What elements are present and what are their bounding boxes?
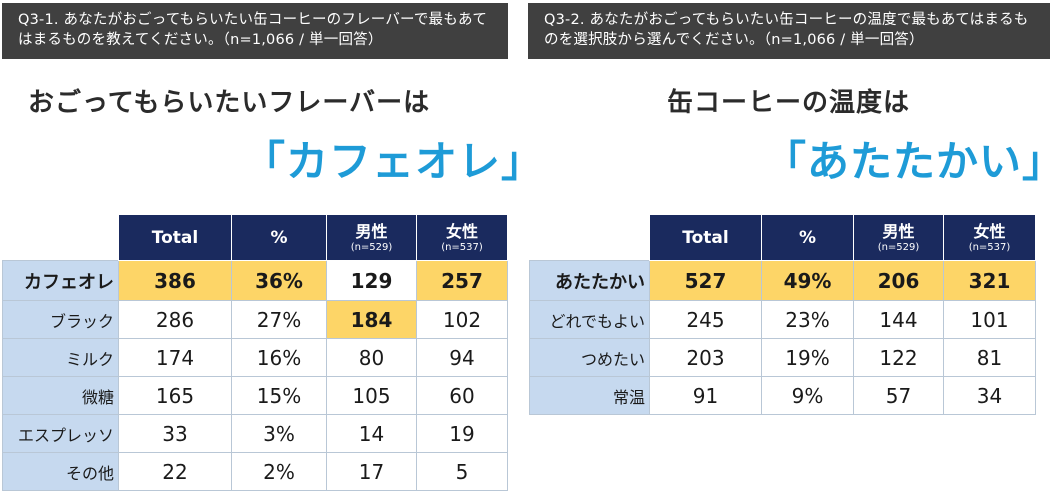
header-total: Total bbox=[118, 214, 232, 261]
header-percent: % bbox=[231, 214, 327, 261]
header-blank bbox=[3, 215, 119, 261]
cell-total: 165 bbox=[118, 376, 232, 415]
header-total: Total bbox=[649, 214, 762, 261]
cell-total: 174 bbox=[118, 338, 232, 377]
cell-percent: 15% bbox=[231, 376, 327, 415]
temperature-headline: 缶コーヒーの温度は bbox=[667, 88, 911, 118]
flavor-table: Total % 男性 (n=529) 女性 (n=537) カフェオレ 386 … bbox=[2, 214, 508, 491]
cell-total: 386 bbox=[118, 260, 232, 301]
cell-female: 101 bbox=[943, 300, 1036, 339]
cell-percent: 2% bbox=[231, 452, 327, 491]
cell-total: 22 bbox=[118, 452, 232, 491]
cell-male: 144 bbox=[853, 300, 944, 339]
header-percent: % bbox=[761, 214, 854, 261]
cell-female: 60 bbox=[416, 376, 508, 415]
header-female-label: 女性 bbox=[445, 221, 478, 241]
cell-male: 129 bbox=[326, 260, 417, 301]
header-male-n: (n=529) bbox=[877, 241, 920, 253]
row-label: ミルク bbox=[2, 338, 119, 377]
header-male-label: 男性 bbox=[882, 221, 915, 241]
row-label: カフェオレ bbox=[2, 260, 119, 301]
table-row: ブラック 286 27% 184 102 bbox=[2, 300, 508, 339]
cell-percent: 16% bbox=[231, 338, 327, 377]
row-label: 常温 bbox=[529, 376, 650, 415]
cell-percent: 19% bbox=[761, 338, 854, 377]
cell-male: 122 bbox=[853, 338, 944, 377]
header-male: 男性 (n=529) bbox=[853, 214, 944, 261]
question-1-box: Q3-1. あなたがおごってもらいたい缶コーヒーのフレーバーで最もあてはまるもの… bbox=[2, 3, 508, 59]
row-label: つめたい bbox=[529, 338, 650, 377]
table-row: あたたかい 527 49% 206 321 bbox=[529, 260, 1036, 301]
flavor-headline: おごってもらいたいフレーバーは bbox=[28, 88, 431, 118]
table-row: 常温 91 9% 57 34 bbox=[529, 376, 1036, 415]
row-label: エスプレッソ bbox=[2, 414, 119, 453]
cell-male: 17 bbox=[326, 452, 417, 491]
header-female-n: (n=537) bbox=[441, 241, 483, 253]
cell-percent: 49% bbox=[761, 260, 854, 301]
cell-female: 34 bbox=[943, 376, 1036, 415]
header-female-n: (n=537) bbox=[968, 241, 1011, 253]
cell-total: 527 bbox=[649, 260, 762, 301]
cell-female: 257 bbox=[416, 260, 508, 301]
cell-female: 321 bbox=[943, 260, 1036, 301]
cell-male: 57 bbox=[853, 376, 944, 415]
header-female: 女性 (n=537) bbox=[943, 214, 1036, 261]
table-row: 微糖 165 15% 105 60 bbox=[2, 376, 508, 415]
row-label: どれでもよい bbox=[529, 300, 650, 339]
temperature-table: Total % 男性 (n=529) 女性 (n=537) あたたかい 527 … bbox=[529, 214, 1036, 415]
header-male-n: (n=529) bbox=[350, 241, 393, 253]
question-1-text: Q3-1. あなたがおごってもらいたい缶コーヒーのフレーバーで最もあてはまるもの… bbox=[18, 12, 488, 48]
row-label: 微糖 bbox=[2, 376, 119, 415]
cell-total: 91 bbox=[649, 376, 762, 415]
header-male-label: 男性 bbox=[355, 221, 388, 241]
cell-female: 94 bbox=[416, 338, 508, 377]
header-female-label: 女性 bbox=[973, 221, 1006, 241]
table-row: つめたい 203 19% 122 81 bbox=[529, 338, 1036, 377]
header-male: 男性 (n=529) bbox=[326, 214, 417, 261]
cell-female: 19 bbox=[416, 414, 508, 453]
cell-total: 203 bbox=[649, 338, 762, 377]
cell-male: 14 bbox=[326, 414, 417, 453]
flavor-answer: 「カフェオレ」 bbox=[243, 137, 545, 186]
row-label: ブラック bbox=[2, 300, 119, 339]
question-2-box: Q3-2. あなたがおごってもらいたい缶コーヒーの温度で最もあてはまるものを選択… bbox=[528, 3, 1050, 59]
header-female: 女性 (n=537) bbox=[416, 214, 508, 261]
cell-percent: 36% bbox=[231, 260, 327, 301]
temperature-answer: 「あたたかい」 bbox=[764, 137, 1053, 186]
cell-percent: 9% bbox=[761, 376, 854, 415]
cell-female: 102 bbox=[416, 300, 508, 339]
cell-male: 184 bbox=[326, 300, 417, 339]
table-row: エスプレッソ 33 3% 14 19 bbox=[2, 414, 508, 453]
cell-male: 80 bbox=[326, 338, 417, 377]
cell-male: 105 bbox=[326, 376, 417, 415]
cell-percent: 3% bbox=[231, 414, 327, 453]
header-blank bbox=[530, 215, 650, 261]
question-2-text: Q3-2. あなたがおごってもらいたい缶コーヒーの温度で最もあてはまるものを選択… bbox=[544, 12, 1029, 48]
cell-total: 286 bbox=[118, 300, 232, 339]
table-row: その他 22 2% 17 5 bbox=[2, 452, 508, 491]
cell-female: 5 bbox=[416, 452, 508, 491]
table-row: カフェオレ 386 36% 129 257 bbox=[2, 260, 508, 301]
table-row: どれでもよい 245 23% 144 101 bbox=[529, 300, 1036, 339]
cell-male: 206 bbox=[853, 260, 944, 301]
cell-total: 33 bbox=[118, 414, 232, 453]
row-label: あたたかい bbox=[529, 260, 650, 301]
cell-percent: 27% bbox=[231, 300, 327, 339]
cell-female: 81 bbox=[943, 338, 1036, 377]
row-label: その他 bbox=[2, 452, 119, 491]
cell-percent: 23% bbox=[761, 300, 854, 339]
cell-total: 245 bbox=[649, 300, 762, 339]
table-row: ミルク 174 16% 80 94 bbox=[2, 338, 508, 377]
